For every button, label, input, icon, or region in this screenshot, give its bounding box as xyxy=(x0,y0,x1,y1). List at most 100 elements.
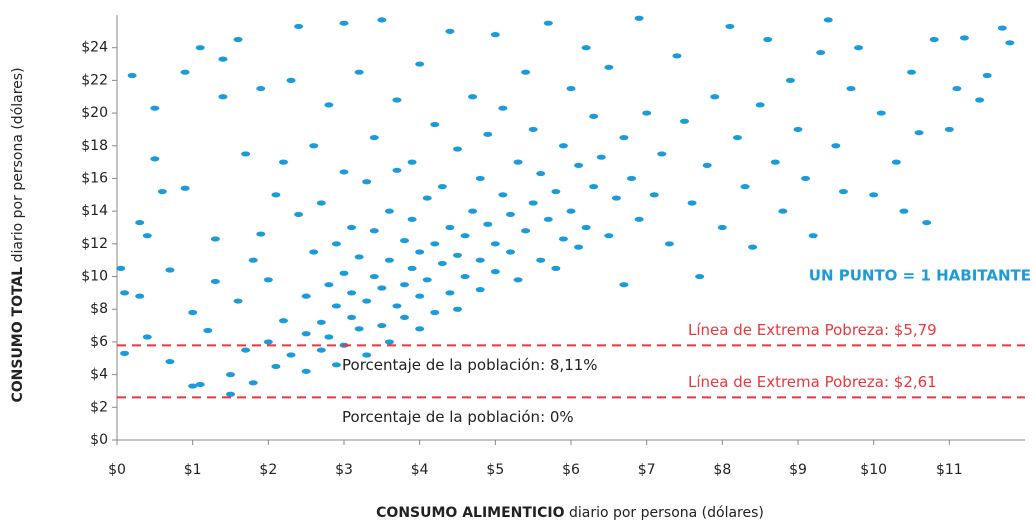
point xyxy=(377,322,387,329)
point xyxy=(286,352,296,358)
population-share: Porcentaje de la población: 8,11% xyxy=(342,356,598,374)
point xyxy=(589,113,599,119)
point xyxy=(498,105,508,111)
point xyxy=(347,224,357,231)
point xyxy=(816,49,826,56)
point xyxy=(453,252,462,258)
point xyxy=(672,53,682,59)
point xyxy=(210,236,220,242)
point xyxy=(702,162,712,168)
point xyxy=(354,69,364,75)
point xyxy=(536,170,546,177)
point xyxy=(226,372,235,378)
point xyxy=(369,134,379,141)
point xyxy=(400,314,410,321)
point xyxy=(309,249,319,255)
point xyxy=(188,309,198,316)
point xyxy=(732,134,742,141)
point xyxy=(150,105,160,111)
point xyxy=(316,200,326,206)
point xyxy=(838,188,848,195)
population-share: Porcentaje de la población: 0% xyxy=(342,408,574,426)
point xyxy=(127,72,137,79)
point xyxy=(574,244,584,250)
point xyxy=(619,134,629,141)
point xyxy=(778,208,788,214)
point xyxy=(294,211,304,218)
point xyxy=(362,179,372,185)
point xyxy=(952,85,962,92)
point xyxy=(876,110,886,116)
point xyxy=(384,208,394,214)
x-axis-title: CONSUMO ALIMENTICIO diario por persona (… xyxy=(376,505,764,521)
point xyxy=(914,130,924,136)
point xyxy=(748,244,758,250)
point xyxy=(150,156,160,162)
reference-label: Línea de Extrema Pobreza: $2,61 xyxy=(688,373,937,391)
point xyxy=(157,188,167,195)
y-tick-label: $4 xyxy=(90,367,108,383)
point xyxy=(271,192,281,198)
point xyxy=(256,231,266,237)
point xyxy=(445,224,455,231)
point xyxy=(195,381,205,388)
x-tick-label: $9 xyxy=(789,462,807,478)
point xyxy=(475,287,485,293)
point xyxy=(430,241,440,247)
point xyxy=(339,270,349,276)
point xyxy=(566,208,576,214)
point xyxy=(687,200,697,206)
point xyxy=(922,219,932,226)
point xyxy=(1005,40,1015,46)
point xyxy=(490,32,500,38)
point xyxy=(309,143,319,149)
point xyxy=(248,257,258,263)
point xyxy=(316,319,326,325)
point xyxy=(400,237,410,244)
point xyxy=(657,151,667,157)
point xyxy=(717,224,727,231)
point xyxy=(468,94,478,100)
point xyxy=(210,278,220,285)
point xyxy=(619,282,629,288)
point xyxy=(241,151,251,157)
point xyxy=(944,126,954,133)
point xyxy=(891,159,901,165)
point xyxy=(907,69,916,75)
point xyxy=(785,77,795,83)
x-tick-label: $11 xyxy=(936,462,963,478)
point xyxy=(581,224,591,231)
point xyxy=(354,326,364,332)
point xyxy=(604,64,614,70)
point xyxy=(165,358,175,365)
point xyxy=(415,249,425,255)
point xyxy=(226,391,235,397)
x-tick-label: $0 xyxy=(108,462,126,478)
x-tick-label: $7 xyxy=(638,462,656,478)
y-tick-label: $0 xyxy=(90,432,108,448)
point xyxy=(505,211,515,218)
x-tick-label: $2 xyxy=(259,462,277,478)
point xyxy=(369,273,379,280)
point xyxy=(407,159,417,165)
point xyxy=(513,277,523,283)
y-tick-label: $18 xyxy=(81,138,108,154)
point xyxy=(339,169,349,175)
point xyxy=(116,265,126,271)
point xyxy=(233,36,243,43)
point xyxy=(324,282,334,288)
point xyxy=(377,17,387,23)
point xyxy=(362,352,372,358)
point xyxy=(180,69,190,75)
point xyxy=(248,380,258,386)
point xyxy=(521,228,531,234)
y-tick-label: $14 xyxy=(81,203,108,219)
point xyxy=(975,97,985,103)
point xyxy=(589,184,599,190)
point xyxy=(233,298,243,304)
y-tick-label: $24 xyxy=(81,40,108,56)
point xyxy=(521,69,531,75)
point xyxy=(551,265,561,271)
point xyxy=(422,277,432,283)
point xyxy=(475,175,485,182)
